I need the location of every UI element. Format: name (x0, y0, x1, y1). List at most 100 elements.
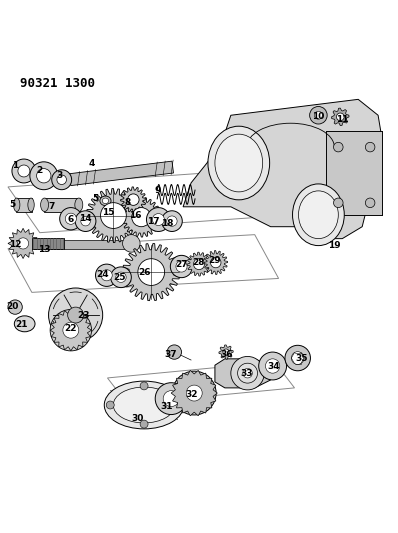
Ellipse shape (100, 196, 111, 206)
Text: 35: 35 (295, 354, 308, 364)
Text: 2: 2 (37, 166, 43, 175)
Circle shape (243, 368, 252, 378)
Circle shape (365, 142, 375, 152)
Text: 25: 25 (113, 273, 126, 282)
Ellipse shape (14, 316, 35, 332)
Circle shape (170, 255, 193, 278)
Circle shape (123, 235, 140, 252)
Text: 10: 10 (312, 111, 325, 120)
Circle shape (106, 401, 114, 409)
Text: 4: 4 (88, 158, 95, 167)
Polygon shape (326, 131, 382, 215)
Circle shape (193, 259, 205, 270)
Circle shape (174, 401, 182, 409)
Polygon shape (123, 244, 180, 301)
Ellipse shape (41, 198, 49, 212)
Ellipse shape (113, 387, 175, 423)
Text: 29: 29 (209, 256, 221, 264)
Circle shape (259, 352, 287, 380)
Text: 28: 28 (192, 258, 205, 267)
Circle shape (138, 259, 165, 286)
Circle shape (12, 159, 36, 183)
Circle shape (211, 257, 221, 268)
Circle shape (162, 211, 182, 231)
Circle shape (37, 168, 51, 183)
Text: 7: 7 (49, 203, 55, 211)
Circle shape (231, 357, 264, 390)
Ellipse shape (293, 184, 344, 246)
Circle shape (180, 379, 208, 407)
Text: 13: 13 (38, 245, 51, 254)
Circle shape (152, 214, 164, 225)
Polygon shape (187, 252, 211, 276)
Circle shape (186, 385, 202, 401)
Text: 14: 14 (79, 214, 92, 223)
Circle shape (285, 345, 310, 371)
Circle shape (223, 349, 229, 355)
Text: 17: 17 (147, 216, 160, 225)
Circle shape (291, 352, 304, 365)
Text: 34: 34 (267, 362, 280, 372)
Ellipse shape (75, 198, 83, 212)
Circle shape (65, 213, 76, 224)
Text: 30: 30 (131, 414, 144, 423)
Text: 37: 37 (165, 350, 178, 359)
Text: 11: 11 (336, 115, 349, 124)
Text: 16: 16 (129, 211, 142, 220)
Polygon shape (86, 189, 140, 243)
Text: 3: 3 (57, 171, 63, 180)
Circle shape (75, 211, 96, 231)
Circle shape (310, 107, 327, 124)
Ellipse shape (28, 198, 34, 212)
Text: 5: 5 (9, 200, 15, 209)
Polygon shape (183, 99, 382, 239)
Text: 22: 22 (64, 324, 77, 333)
Bar (44, 198, 80, 212)
Circle shape (132, 207, 151, 227)
Polygon shape (204, 251, 228, 274)
Text: 8: 8 (124, 198, 131, 207)
Text: 19: 19 (328, 241, 341, 251)
Text: 5: 5 (92, 195, 99, 204)
Bar (32, 238, 64, 248)
Circle shape (140, 420, 148, 428)
Circle shape (238, 363, 258, 383)
Text: 15: 15 (102, 208, 115, 217)
Text: 26: 26 (138, 268, 150, 277)
Circle shape (163, 391, 179, 407)
Text: 27: 27 (175, 261, 187, 269)
Text: 12: 12 (9, 240, 21, 249)
Circle shape (68, 307, 84, 323)
Circle shape (155, 383, 187, 415)
Ellipse shape (208, 126, 270, 200)
Circle shape (50, 310, 92, 351)
Circle shape (334, 198, 343, 207)
Text: 1: 1 (12, 160, 18, 169)
Circle shape (101, 203, 126, 229)
Circle shape (334, 142, 343, 152)
Text: 32: 32 (185, 390, 198, 399)
Polygon shape (171, 370, 217, 416)
Ellipse shape (215, 134, 263, 192)
Bar (16, 198, 32, 212)
Polygon shape (121, 187, 146, 212)
Circle shape (146, 207, 170, 231)
Circle shape (176, 261, 187, 272)
Text: 31: 31 (160, 402, 173, 411)
Circle shape (60, 207, 82, 230)
Circle shape (111, 267, 131, 288)
Circle shape (167, 216, 177, 227)
Bar (69, 161, 174, 185)
Text: 36: 36 (220, 350, 233, 359)
Text: 33: 33 (240, 369, 253, 378)
Text: 90321 1300: 90321 1300 (20, 77, 95, 91)
Circle shape (8, 300, 22, 314)
Text: 18: 18 (161, 219, 174, 228)
Circle shape (18, 165, 30, 177)
Circle shape (336, 113, 344, 120)
Text: 9: 9 (154, 187, 160, 196)
Circle shape (30, 162, 58, 190)
Circle shape (57, 175, 66, 184)
Text: 20: 20 (6, 302, 19, 311)
Ellipse shape (102, 198, 109, 204)
